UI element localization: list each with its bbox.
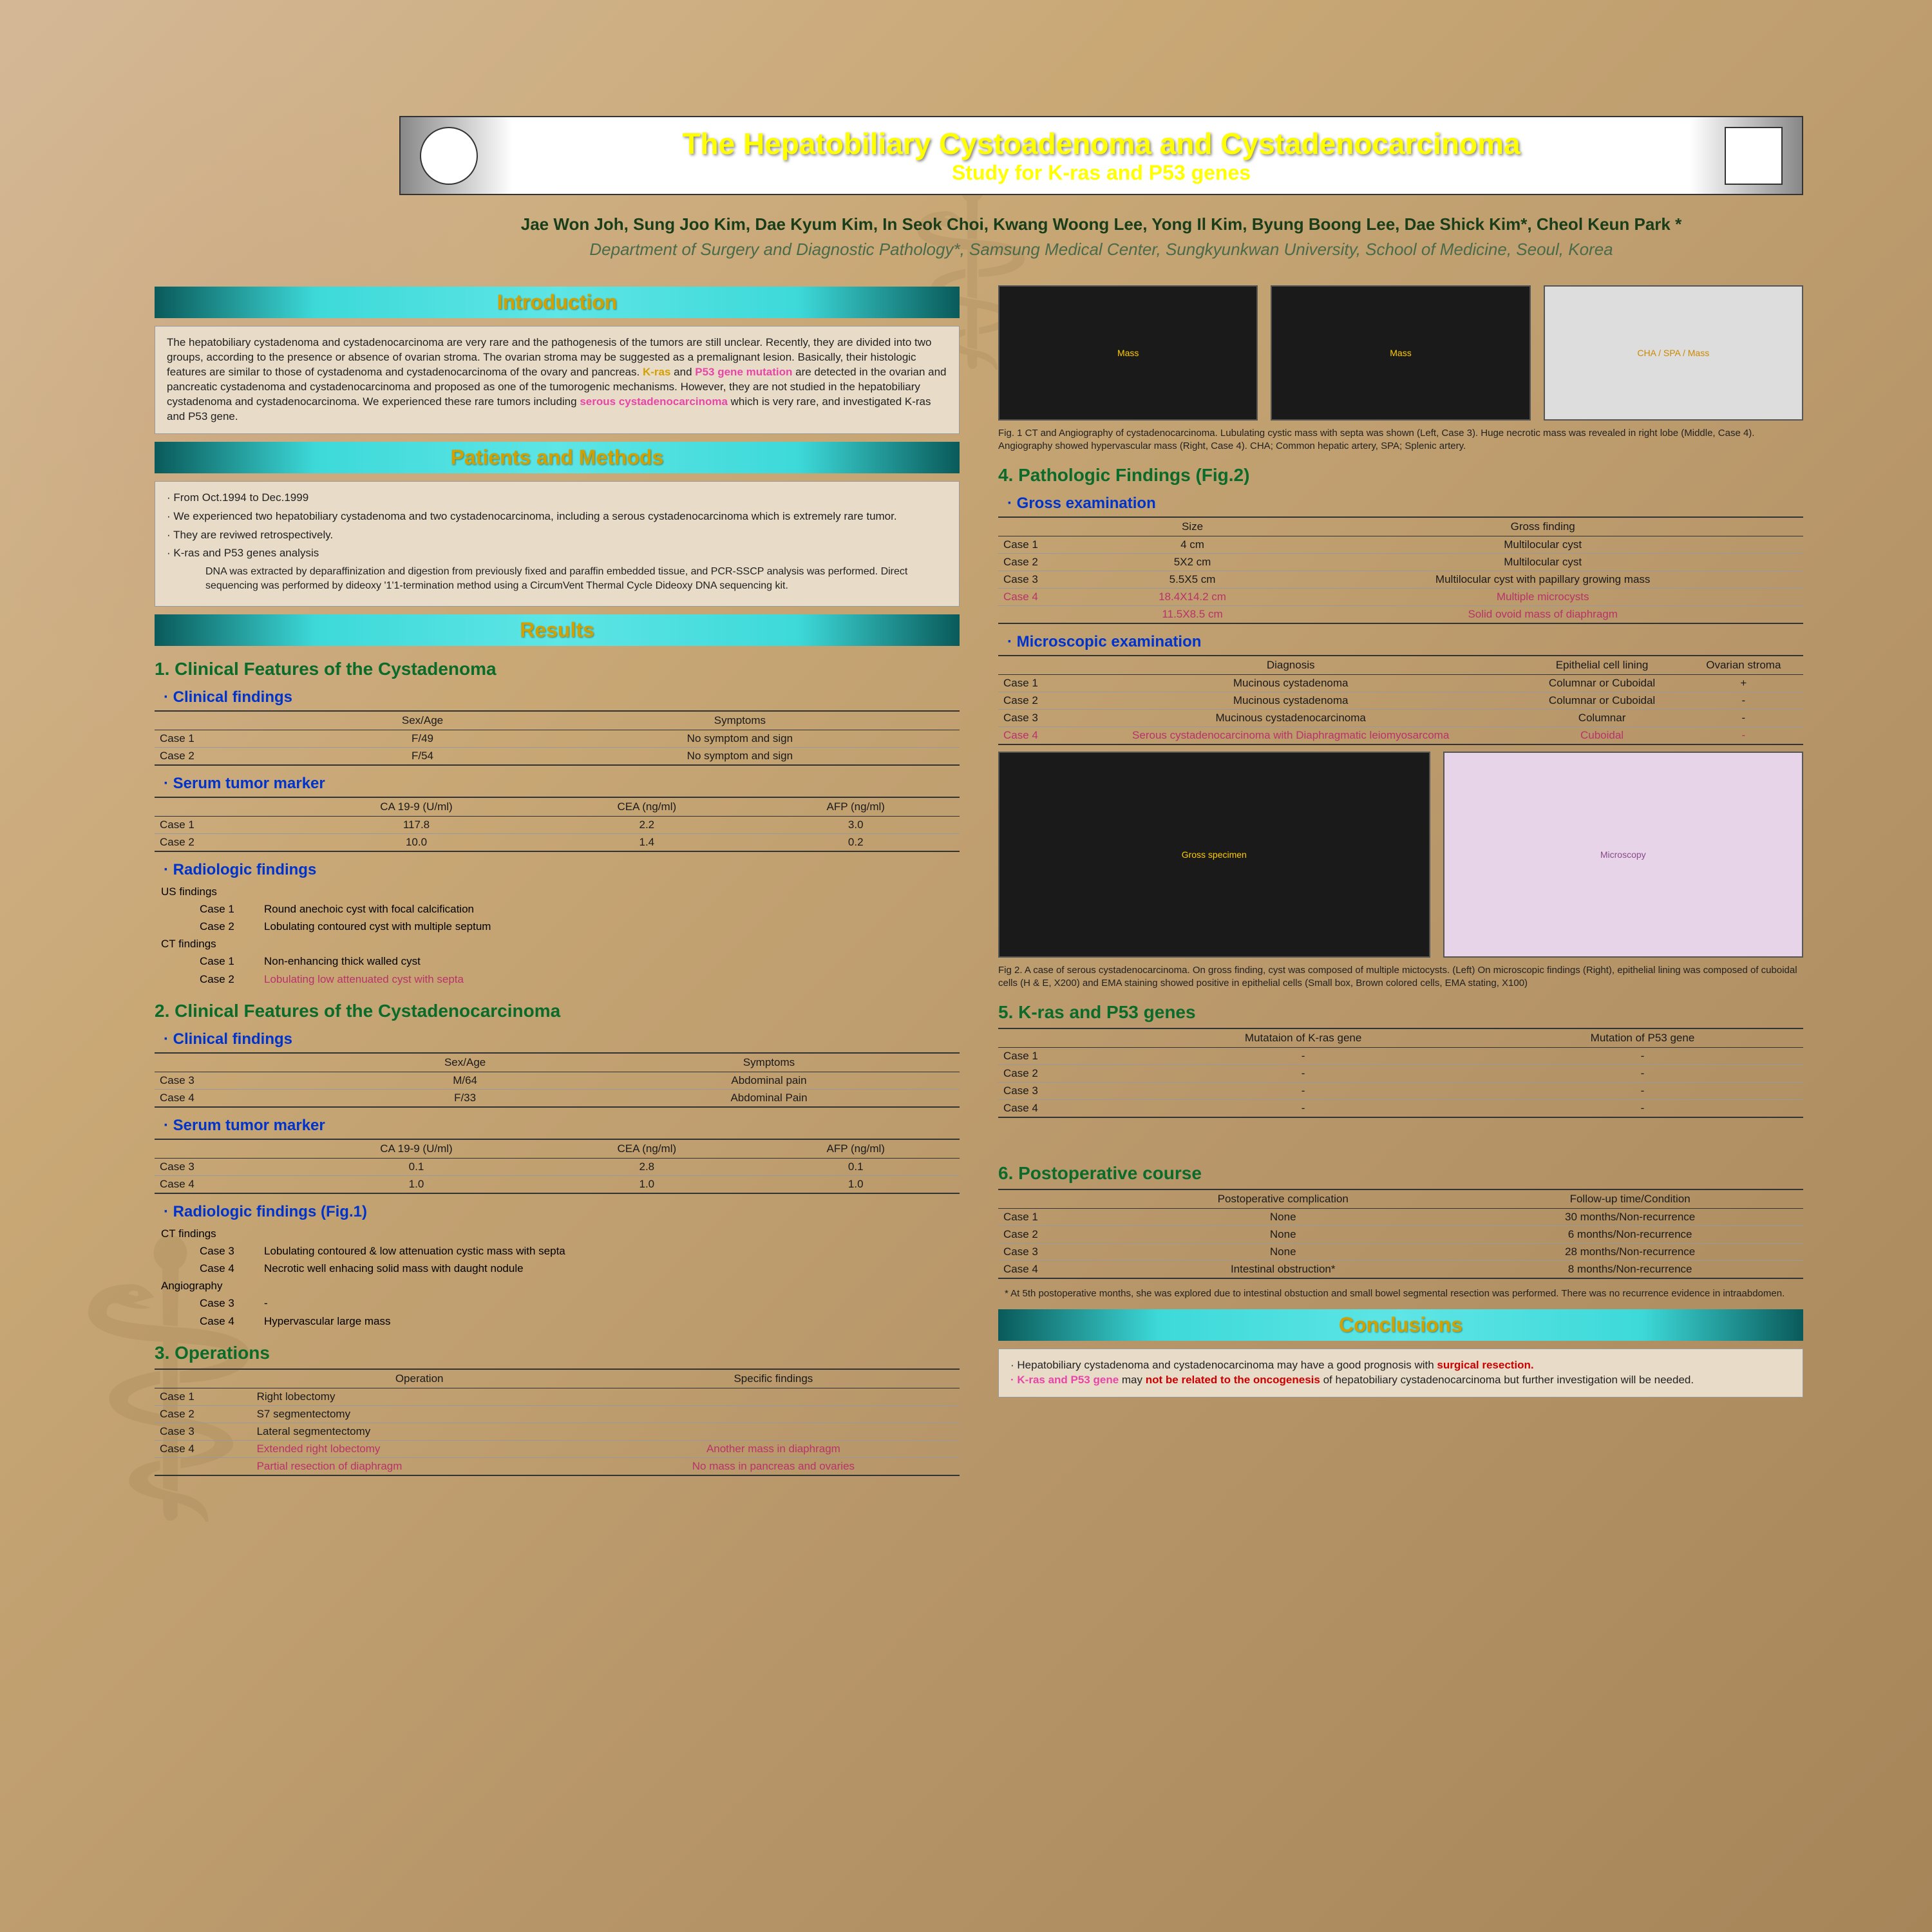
fig2-caption: Fig 2. A case of serous cystadenocarcino… (998, 964, 1803, 989)
fig1-images: Mass Mass CHA / SPA / Mass (998, 285, 1803, 421)
conclusions-text: · Hepatobiliary cystadenoma and cystaden… (998, 1349, 1803, 1397)
s1-clinical-head: · Clinical findings (164, 688, 960, 706)
fig2-images: Gross specimen Microscopy (998, 752, 1803, 958)
section-3-title: 3. Operations (155, 1343, 960, 1363)
fig1-caption: Fig. 1 CT and Angiography of cystadenoca… (998, 427, 1803, 452)
s2-clinical-head: · Clinical findings (164, 1030, 960, 1048)
s6-postop-table: Postoperative complicationFollow-up time… (998, 1189, 1803, 1279)
fig1-ct-case3: Mass (998, 285, 1258, 421)
section-1-title: 1. Clinical Features of the Cystadenoma (155, 659, 960, 679)
s2-serum-head: · Serum tumor marker (164, 1117, 960, 1135)
s3-operations-table: OperationSpecific findings Case 1Right l… (155, 1368, 960, 1476)
s2-radio-findings: CT findings Case 3Lobulating contoured &… (155, 1225, 960, 1330)
s4-gross-table: SizeGross finding Case 14 cmMultilocular… (998, 516, 1803, 624)
s1-serum-table: CA 19-9 (U/ml)CEA (ng/ml)AFP (ng/ml) Cas… (155, 797, 960, 852)
s4-micro-table: DiagnosisEpithelial cell liningOvarian s… (998, 655, 1803, 745)
s1-radio-head: · Radiologic findings (164, 861, 960, 879)
introduction-banner: Introduction (155, 287, 960, 318)
section-4-title: 4. Pathologic Findings (Fig.2) (998, 465, 1803, 486)
fig2-microscopy: Microscopy (1443, 752, 1803, 958)
section-2-title: 2. Clinical Features of the Cystadenocar… (155, 1001, 960, 1021)
title-banner: The Hepatobiliary Cystoadenoma and Cysta… (399, 116, 1803, 195)
section-5-title: 5. K-ras and P53 genes (998, 1002, 1803, 1023)
methods-text: · From Oct.1994 to Dec.1999 · We experie… (155, 481, 960, 607)
right-column: Mass Mass CHA / SPA / Mass Fig. 1 CT and… (998, 279, 1803, 1482)
poster-subtitle: Study for K-ras and P53 genes (478, 161, 1725, 185)
s1-radio-findings: US findings Case 1Round anechoic cyst wi… (155, 883, 960, 988)
s5-genes-table: Mutataion of K-ras geneMutation of P53 g… (998, 1028, 1803, 1118)
s1-serum-head: · Serum tumor marker (164, 775, 960, 793)
introduction-text: The hepatobiliary cystadenoma and cystad… (155, 326, 960, 434)
fig1-ct-case4: Mass (1271, 285, 1530, 421)
conclusions-banner: Conclusions (998, 1309, 1803, 1341)
s6-footnote: * At 5th postoperative months, she was e… (998, 1285, 1803, 1302)
s2-clinical-table: Sex/AgeSymptoms Case 3M/64Abdominal pain… (155, 1052, 960, 1108)
s4-gross-head: · Gross examination (1007, 495, 1803, 513)
results-banner: Results (155, 614, 960, 646)
fig2-gross: Gross specimen (998, 752, 1430, 958)
authors-line: Jae Won Joh, Sung Joo Kim, Dae Kyum Kim,… (399, 214, 1803, 234)
poster-content: The Hepatobiliary Cystoadenoma and Cysta… (0, 0, 1932, 1508)
s2-serum-table: CA 19-9 (U/ml)CEA (ng/ml)AFP (ng/ml) Cas… (155, 1139, 960, 1194)
logo-left (420, 127, 478, 185)
section-6-title: 6. Postoperative course (998, 1163, 1803, 1184)
logo-right (1725, 127, 1783, 185)
s1-clinical-table: Sex/AgeSymptoms Case 1F/49No symptom and… (155, 710, 960, 766)
methods-banner: Patients and Methods (155, 442, 960, 473)
poster-title: The Hepatobiliary Cystoadenoma and Cysta… (478, 126, 1725, 161)
left-column: Introduction The hepatobiliary cystadeno… (155, 279, 960, 1482)
s2-radio-head: · Radiologic findings (Fig.1) (164, 1203, 960, 1221)
fig1-angiography: CHA / SPA / Mass (1544, 285, 1803, 421)
affiliation-line: Department of Surgery and Diagnostic Pat… (399, 240, 1803, 260)
s4-micro-head: · Microscopic examination (1007, 633, 1803, 651)
